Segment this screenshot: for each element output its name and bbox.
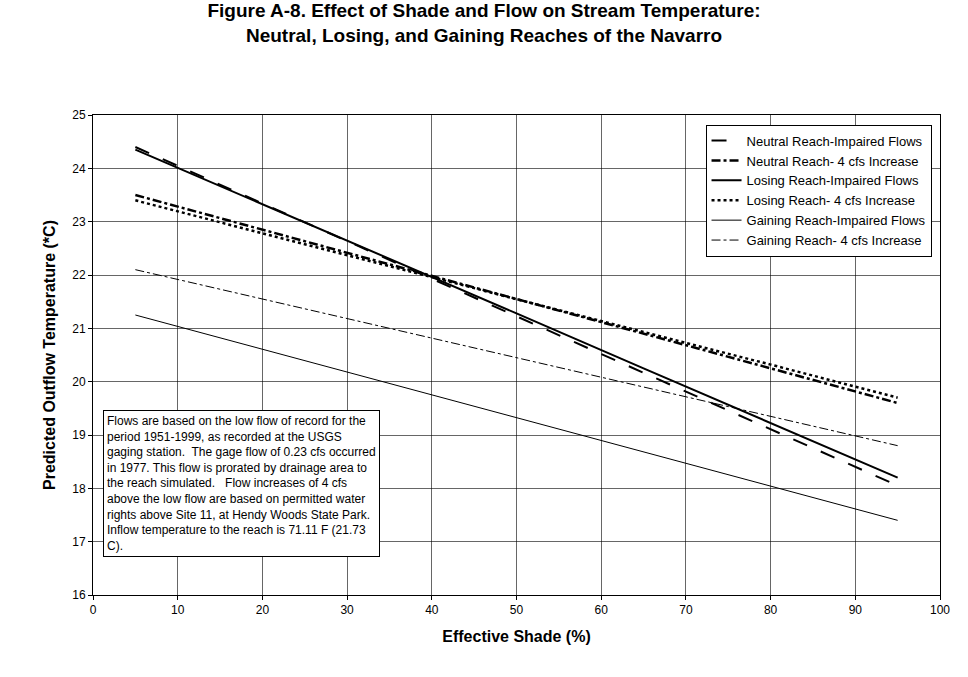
svg-text:Figure A-8. Effect of Shade an: Figure A-8. Effect of Shade and Flow on …	[207, 0, 760, 46]
svg-text:17: 17	[72, 535, 86, 549]
svg-text:21: 21	[72, 322, 86, 336]
svg-text:Neutral Reach-Impaired Flows: Neutral Reach-Impaired Flows	[747, 134, 923, 149]
svg-text:Predicted Outflow Temperature: Predicted Outflow Temperature (*C)	[41, 220, 58, 490]
svg-text:80: 80	[764, 603, 778, 617]
svg-text:20: 20	[72, 375, 86, 389]
svg-text:40: 40	[425, 603, 439, 617]
svg-text:Gaining Reach-Impaired Flows: Gaining Reach-Impaired Flows	[747, 213, 926, 228]
svg-text:50: 50	[510, 603, 524, 617]
svg-text:Losing Reach-Impaired Flows: Losing Reach-Impaired Flows	[747, 173, 919, 188]
svg-text:16: 16	[72, 588, 86, 602]
svg-text:60: 60	[595, 603, 609, 617]
svg-text:30: 30	[340, 603, 354, 617]
svg-text:70: 70	[679, 603, 693, 617]
svg-text:90: 90	[849, 603, 863, 617]
svg-text:Gaining Reach- 4 cfs Increase: Gaining Reach- 4 cfs Increase	[747, 233, 922, 248]
svg-text:Flows are based on the low flo: Flows are based on the low flow of recor…	[107, 414, 376, 553]
svg-text:24: 24	[72, 162, 86, 176]
svg-text:23: 23	[72, 215, 86, 229]
svg-text:Neutral Reach- 4 cfs Increase: Neutral Reach- 4 cfs Increase	[747, 154, 919, 169]
svg-text:100: 100	[930, 603, 950, 617]
svg-text:10: 10	[171, 603, 185, 617]
svg-text:0: 0	[90, 603, 97, 617]
svg-text:19: 19	[72, 428, 86, 442]
svg-text:Losing Reach- 4 cfs Increase: Losing Reach- 4 cfs Increase	[747, 193, 915, 208]
svg-text:18: 18	[72, 482, 86, 496]
svg-text:Effective Shade (%): Effective Shade (%)	[442, 628, 590, 645]
svg-text:20: 20	[256, 603, 270, 617]
svg-text:25: 25	[72, 108, 86, 122]
svg-text:22: 22	[72, 268, 86, 282]
